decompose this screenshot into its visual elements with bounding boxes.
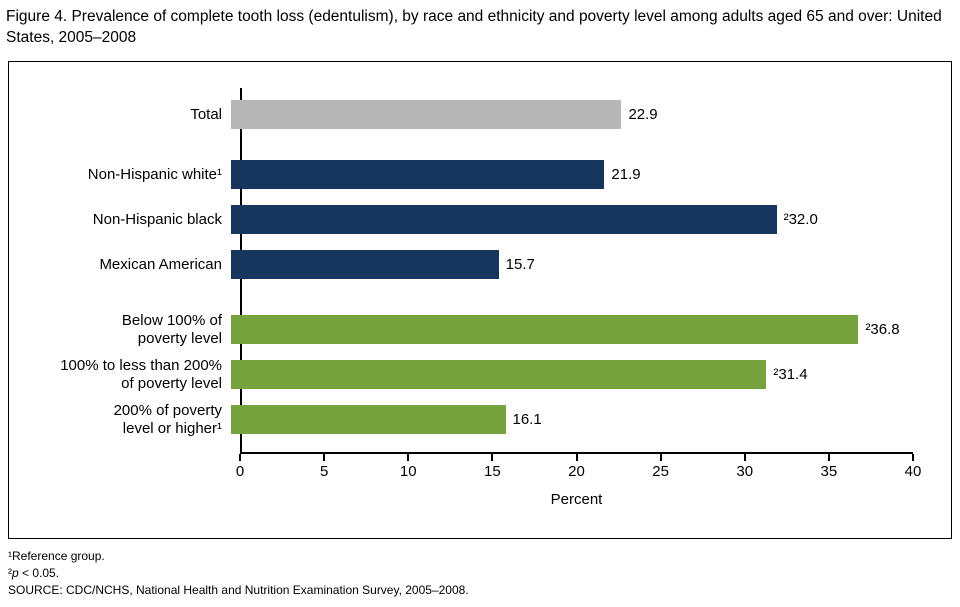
category-label: 200% of poverty level or higher¹ <box>113 401 222 437</box>
x-tick-label: 30 <box>736 463 754 480</box>
x-tick <box>491 454 494 461</box>
x-tick <box>827 454 830 461</box>
bar-poverty <box>231 315 859 344</box>
chart-frame: Total 22.9 Non-Hispanic white¹ 21.9 Non-Hisp… <box>8 61 952 539</box>
value-label: 22.9 <box>628 106 658 123</box>
bar-track: ²36.8 <box>231 315 913 344</box>
value-label: ²36.8 <box>865 321 900 338</box>
bar-track: ²32.0 <box>231 205 913 234</box>
chart-row: Below 100% of poverty level ²36.8 <box>9 312 913 347</box>
bar-total <box>231 100 622 129</box>
category-label: Below 100% of poverty level <box>121 311 222 347</box>
chart-rows: Total 22.9 Non-Hispanic white¹ 21.9 Non-Hisp… <box>9 100 913 437</box>
x-tick-label: 10 <box>399 463 417 480</box>
value-label: ²32.0 <box>783 211 818 228</box>
figure-title: Figure 4. Prevalence of complete tooth l… <box>6 8 942 46</box>
x-tick <box>659 454 662 461</box>
bar-track: 16.1 <box>231 405 913 434</box>
value-label: 16.1 <box>512 411 542 428</box>
bar-race <box>231 205 777 234</box>
footnote-pvalue-rest: < 0.05. <box>18 566 60 580</box>
x-tick-labels: 0 5 10 15 20 25 30 35 40 <box>236 463 922 483</box>
chart-row: Total 22.9 <box>9 100 913 129</box>
x-tick-label: 25 <box>652 463 669 480</box>
category-label: Mexican American <box>99 255 222 273</box>
chart-row: 100% to less than 200% of poverty level ²… <box>9 357 913 392</box>
plot-area: Total 22.9 Non-Hispanic white¹ 21.9 Non-Hisp… <box>9 88 913 452</box>
value-label: 21.9 <box>611 166 641 183</box>
value-label: 15.7 <box>505 256 535 273</box>
x-tick-label: 20 <box>568 463 585 480</box>
x-axis <box>239 452 914 461</box>
chart-row: 200% of poverty level or higher¹ 16.1 <box>9 402 913 437</box>
x-tick <box>407 454 410 461</box>
x-tick-label: 15 <box>484 463 501 480</box>
x-tick <box>743 454 746 461</box>
x-tick-label: 35 <box>820 463 838 480</box>
bar-poverty <box>231 360 767 389</box>
x-tick-label: 40 <box>904 463 922 480</box>
bar-race <box>231 160 605 189</box>
bar-track: 15.7 <box>231 250 913 279</box>
x-tick-label: 0 <box>235 463 245 480</box>
category-label: 100% to less than 200% of poverty level <box>60 356 222 392</box>
category-label: Non-Hispanic white¹ <box>87 165 222 183</box>
footnote-pvalue-superscript: ² <box>8 566 12 580</box>
x-tick-label: 5 <box>319 463 329 480</box>
x-tick <box>575 454 578 461</box>
bar-track: 22.9 <box>231 100 913 129</box>
x-tick <box>239 454 241 461</box>
chart-row: Non-Hispanic black ²32.0 <box>9 205 913 234</box>
bar-track: ²31.4 <box>231 360 913 389</box>
bar-track: 21.9 <box>231 160 913 189</box>
x-tick <box>323 454 326 461</box>
category-label: Non-Hispanic black <box>92 210 222 228</box>
x-axis-title: Percent <box>550 491 603 508</box>
value-label: ²31.4 <box>773 366 808 383</box>
category-label: Total <box>190 105 222 123</box>
footnote-source: SOURCE: CDC/NCHS, National Health and Nu… <box>8 583 469 597</box>
bar-poverty <box>231 405 506 434</box>
bar-race <box>231 250 499 279</box>
footnote-pvalue-variable: p <box>12 566 19 580</box>
x-tick <box>912 454 914 461</box>
footnote-pvalue: ²p < 0.05. <box>8 565 952 582</box>
chart-row: Mexican American 15.7 <box>9 250 913 279</box>
footnote-reference-group: ¹Reference group. <box>8 549 105 563</box>
footnotes: ¹Reference group. ²p < 0.05. SOURCE: CDC… <box>0 539 960 599</box>
chart-row: Non-Hispanic white¹ 21.9 <box>9 160 913 189</box>
